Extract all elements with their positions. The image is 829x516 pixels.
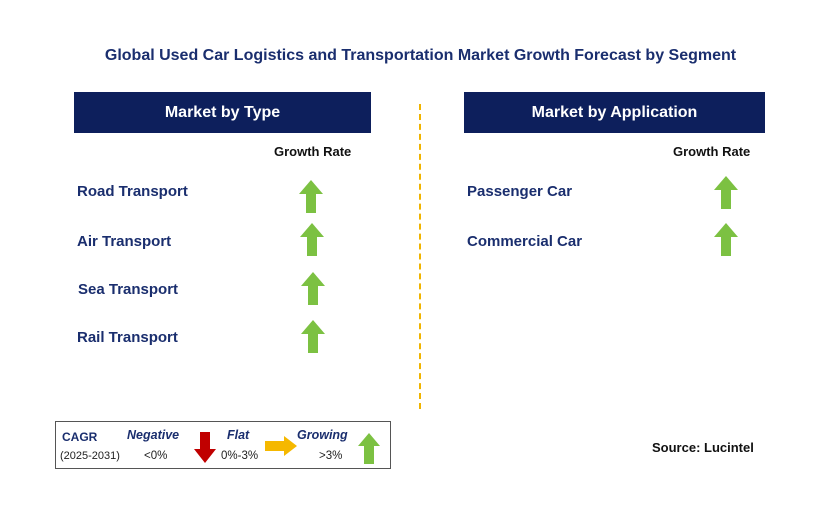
application-label-commercial-car: Commercial Car (467, 233, 583, 250)
growing-up-arrow-icon (714, 223, 738, 256)
growing-up-arrow-icon (714, 176, 738, 209)
legend-growing-range: >3% (319, 450, 343, 462)
legend-cagr-label: CAGR (62, 430, 98, 444)
legend-flat-range: 0%-3% (221, 450, 259, 462)
growing-up-arrow-icon (301, 320, 325, 353)
growing-up-arrow-icon (358, 433, 380, 464)
panel-divider (419, 104, 421, 409)
type-label-sea-transport: Sea Transport (78, 281, 179, 298)
legend-negative-label: Negative (127, 428, 180, 442)
type-label-rail-transport: Rail Transport (77, 329, 178, 346)
negative-down-arrow-icon (194, 432, 216, 463)
growing-up-arrow-icon (300, 223, 324, 256)
growing-up-arrow-icon (301, 272, 325, 305)
growing-up-arrow-icon (299, 180, 323, 213)
flat-right-arrow-icon (265, 436, 297, 456)
source-label: Source: Lucintel (652, 440, 754, 455)
application-growth-rate-header: Growth Rate (673, 144, 751, 159)
legend-negative-range: <0% (144, 450, 168, 462)
market-by-type-header: Market by Type (74, 92, 371, 133)
type-label-air-transport: Air Transport (77, 233, 172, 250)
legend-period: (2025-2031) (60, 450, 120, 462)
type-growth-rate-header: Growth Rate (274, 144, 352, 159)
legend-growing-label: Growing (297, 428, 348, 442)
cagr-legend: CAGR (2025-2031) Negative <0% Flat 0%-3%… (55, 421, 391, 469)
legend-flat-label: Flat (227, 428, 250, 442)
application-label-passenger-car: Passenger Car (467, 183, 573, 200)
market-by-application-header: Market by Application (464, 92, 765, 133)
type-label-road-transport: Road Transport (77, 183, 188, 200)
page-title: Global Used Car Logistics and Transporta… (104, 47, 737, 64)
